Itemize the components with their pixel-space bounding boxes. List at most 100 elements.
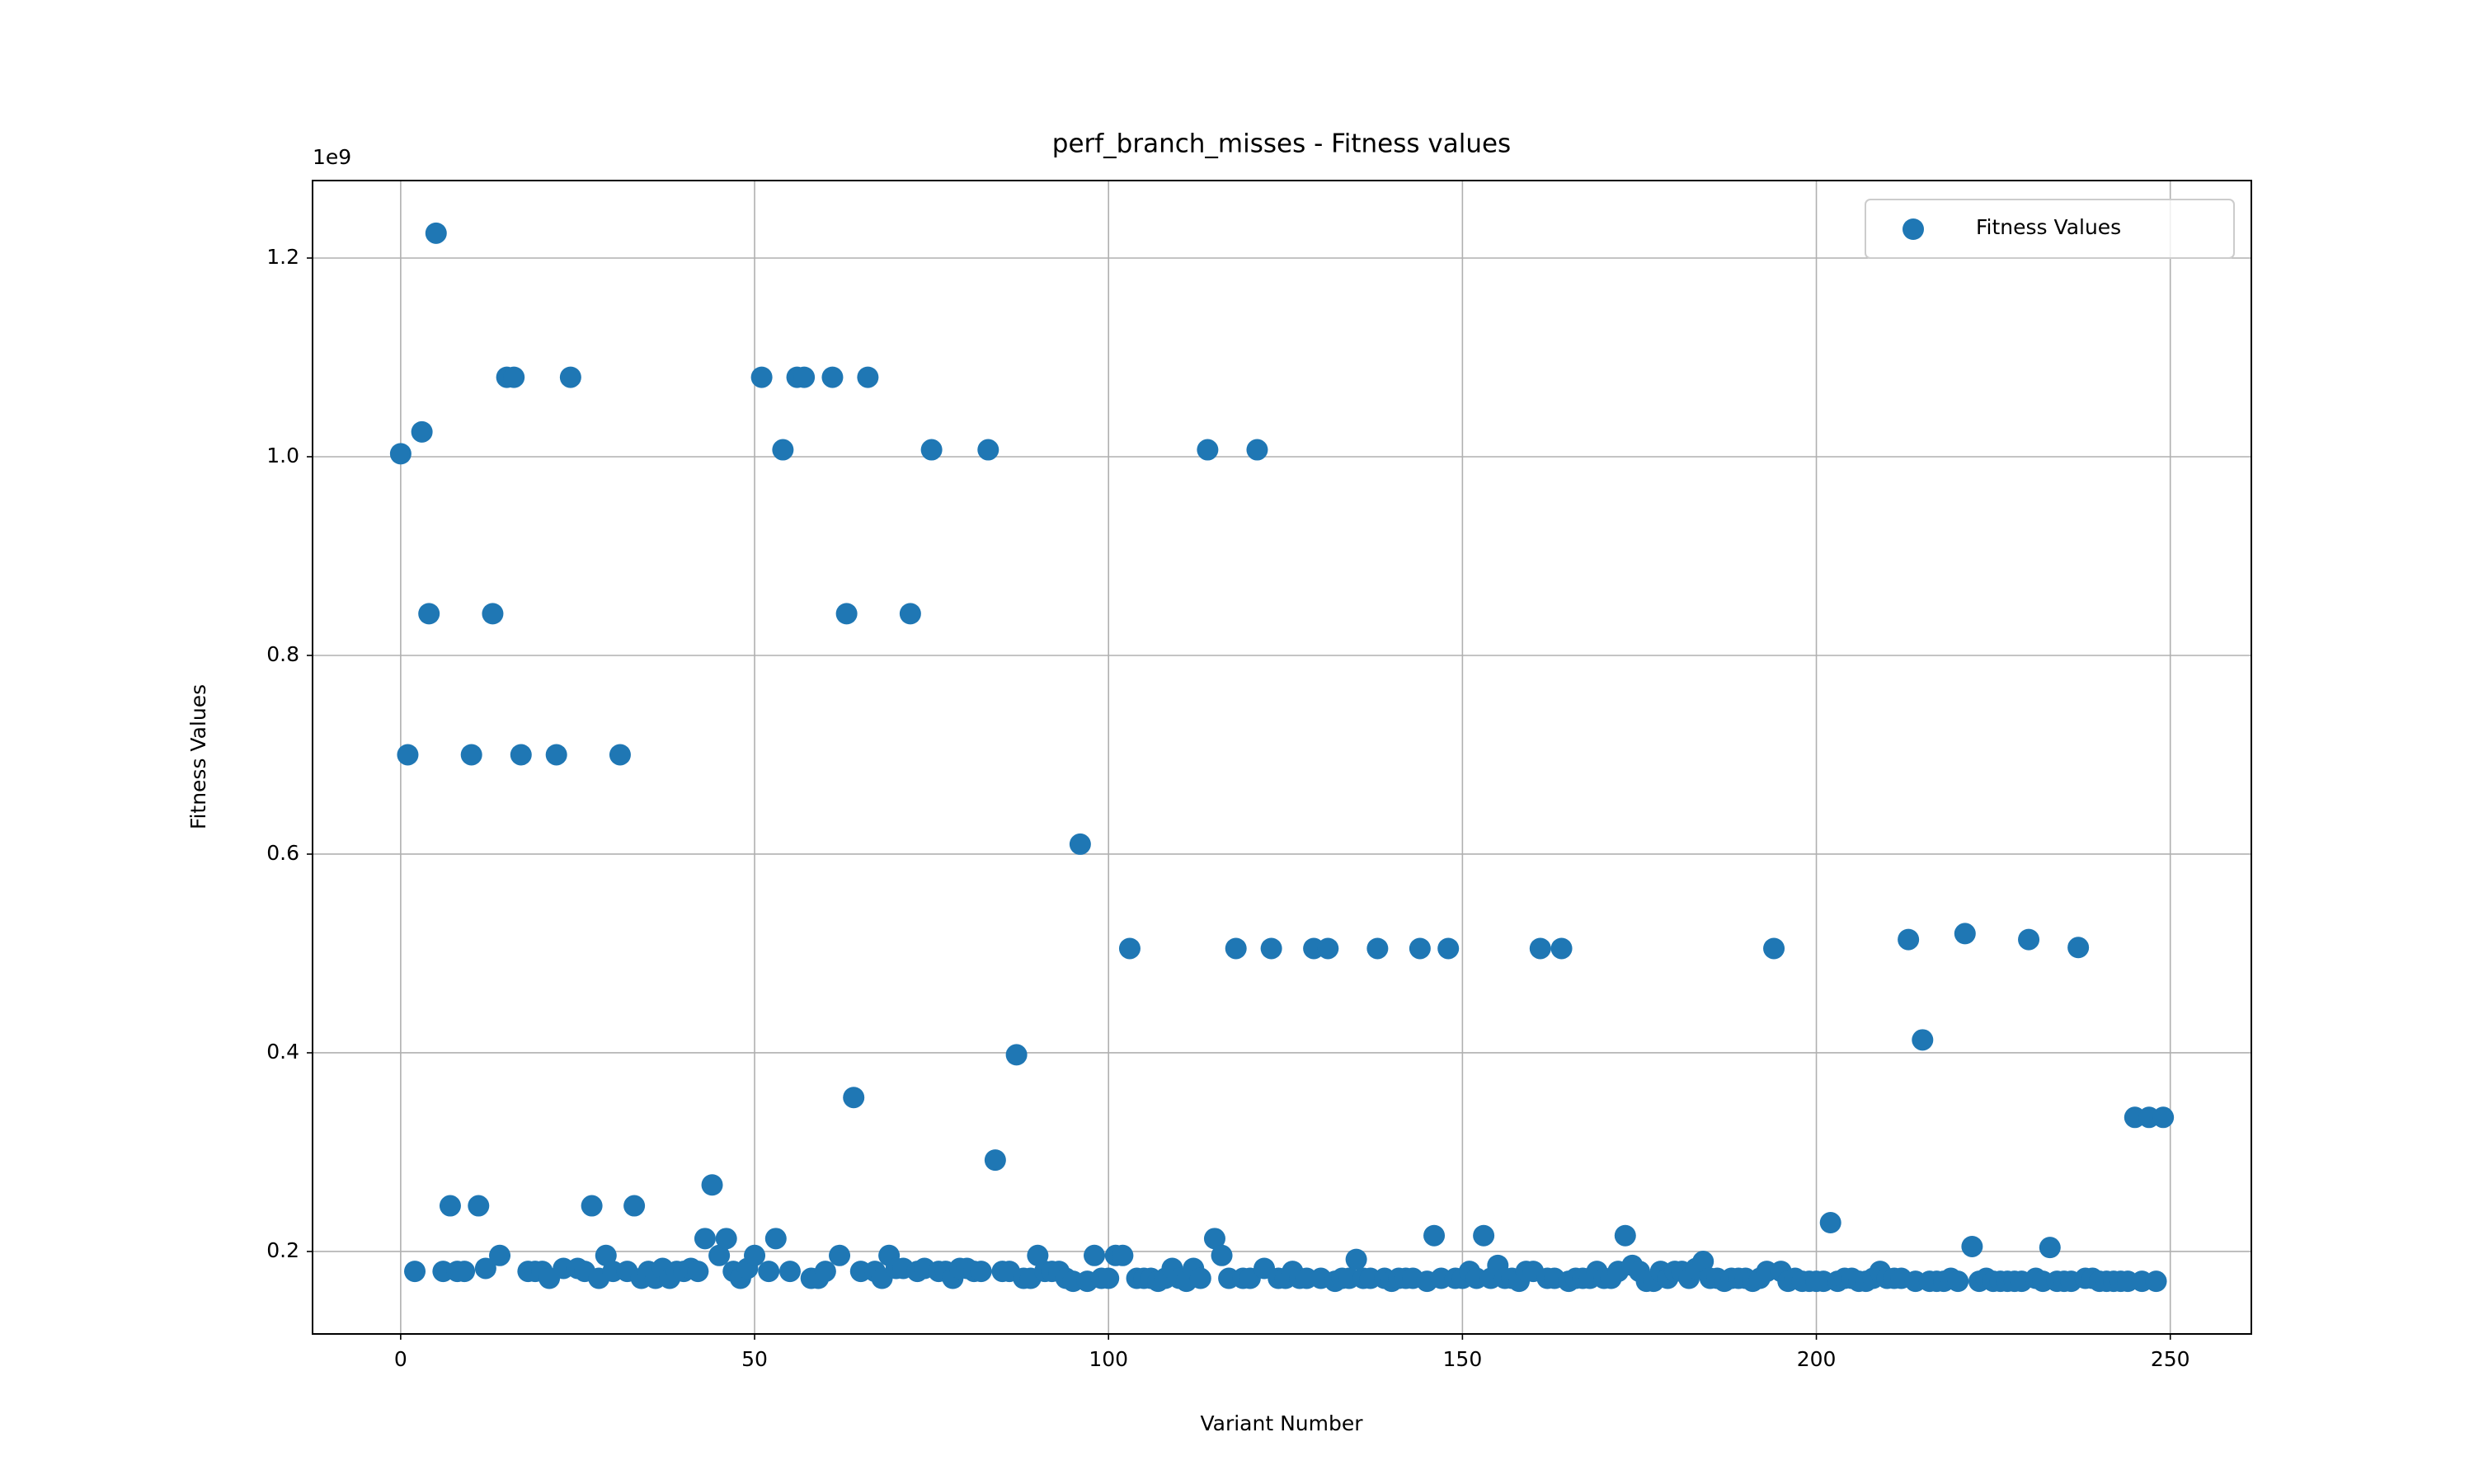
point [1529,937,1551,960]
point [411,420,433,443]
point [1819,1212,1841,1234]
point [1189,1267,1211,1289]
legend: Fitness Values [1865,199,2235,259]
point [389,443,412,465]
point [1912,1029,1934,1051]
y-tick-label: 1.2 [266,245,299,269]
x-tick-label: 50 [741,1347,768,1371]
point [1898,928,1920,951]
point [857,366,879,388]
point [1260,937,1282,960]
point [1961,1235,1983,1257]
point [1246,439,1268,461]
x-tick-label: 250 [2151,1347,2190,1371]
x-tick-label: 100 [1089,1347,1128,1371]
point [1197,439,1219,461]
y-tick-label: 0.4 [266,1040,299,1064]
point [899,603,921,625]
point [425,222,447,244]
point [482,603,504,625]
y-axis-label: Fitness Values [186,684,210,829]
point [764,1228,787,1250]
y-tick-label: 1.0 [266,444,299,467]
point [1317,937,1339,960]
point [474,1257,496,1280]
point [829,1244,851,1266]
point [454,1261,476,1283]
point [397,744,419,766]
point [503,366,525,388]
point [468,1195,490,1217]
point [460,744,482,766]
point [1203,1228,1225,1250]
point [609,744,631,766]
point [984,1149,1006,1172]
point [404,1261,426,1283]
point [750,366,773,388]
legend-marker [1903,218,1924,240]
point [772,439,794,461]
x-axis-label: Variant Number [1200,1411,1363,1435]
point [623,1195,646,1217]
point [1069,833,1091,855]
point [843,1087,865,1109]
point [1005,1044,1028,1066]
y-tick-label: 0.8 [266,642,299,666]
point [744,1244,766,1266]
point [793,366,816,388]
point [701,1174,723,1196]
point [1947,1270,1969,1293]
point [970,1261,992,1283]
axes-frame [312,180,2252,1335]
legend-label: Fitness Values [1976,215,2121,239]
point [2145,1270,2167,1293]
y-offset-label: 1e9 [313,145,351,169]
x-tick-label: 200 [1797,1347,1837,1371]
point [1211,1244,1233,1266]
point [977,439,999,461]
plot-area: 0 50 100 150 200 250 0.2 0.4 0.6 0.8 1.0 1.2 Fitness… [266,180,2252,1371]
point [1550,937,1573,960]
chart-title: perf_branch_misses - Fitness values [1052,129,1511,159]
point [1614,1224,1636,1247]
point [2067,937,2090,959]
point [1366,937,1389,960]
point [489,1244,511,1266]
point [758,1261,780,1283]
point [1112,1244,1134,1266]
x-tick-label: 0 [394,1347,407,1371]
point [1692,1251,1714,1273]
point [1423,1224,1446,1247]
point [439,1195,461,1217]
point [418,603,440,625]
point [510,744,532,766]
point [2018,928,2040,951]
point [708,1244,731,1266]
point [1118,937,1141,960]
point [821,366,844,388]
point [1954,923,1976,945]
point [1763,937,1785,960]
point [715,1228,737,1250]
point [581,1195,603,1217]
y-tick-label: 0.6 [266,841,299,865]
point [920,439,943,461]
point [2039,1237,2061,1259]
point [687,1261,709,1283]
point [1225,937,1247,960]
point [2152,1106,2175,1129]
point [559,366,581,388]
point [814,1261,836,1283]
point [1084,1244,1106,1266]
point [1437,937,1460,960]
point [1345,1248,1367,1270]
point [1098,1267,1120,1289]
point [1473,1224,1495,1247]
point [1409,937,1431,960]
y-tick-label: 0.2 [266,1238,299,1262]
point [694,1228,716,1250]
legend-box [1865,199,2235,259]
point [545,744,567,766]
point [835,603,858,625]
